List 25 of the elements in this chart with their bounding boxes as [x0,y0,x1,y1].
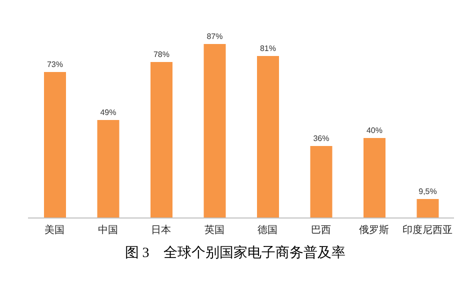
x-tick-label: 俄罗斯 [359,224,390,236]
bar [204,44,226,218]
data-label: 49% [100,108,116,117]
x-tick-label: 日本 [151,224,172,236]
bar [97,120,120,218]
data-label: 36% [313,134,330,143]
bar [44,72,66,218]
data-label: 81% [260,44,276,53]
x-tick-label: 中国 [98,224,118,236]
bar [150,62,172,218]
data-label: 87% [206,32,223,41]
data-label: 40% [366,126,383,135]
bar [310,146,332,218]
x-tick-label: 德国 [258,225,278,236]
text: 图 3 全球个别国家电子商务普及率 [124,244,346,262]
bar [416,199,439,218]
x-tick-label: 美国 [44,224,65,236]
data-label: 78% [153,50,170,59]
data-label: 73% [46,60,64,69]
data-label: 9,5% [418,187,437,196]
bar [257,56,279,218]
bar [364,138,386,218]
x-tick-label: 英国 [204,224,224,236]
x-tick-label: 印度尼西亚 [402,224,452,236]
x-tick-label: 巴西 [310,225,331,236]
